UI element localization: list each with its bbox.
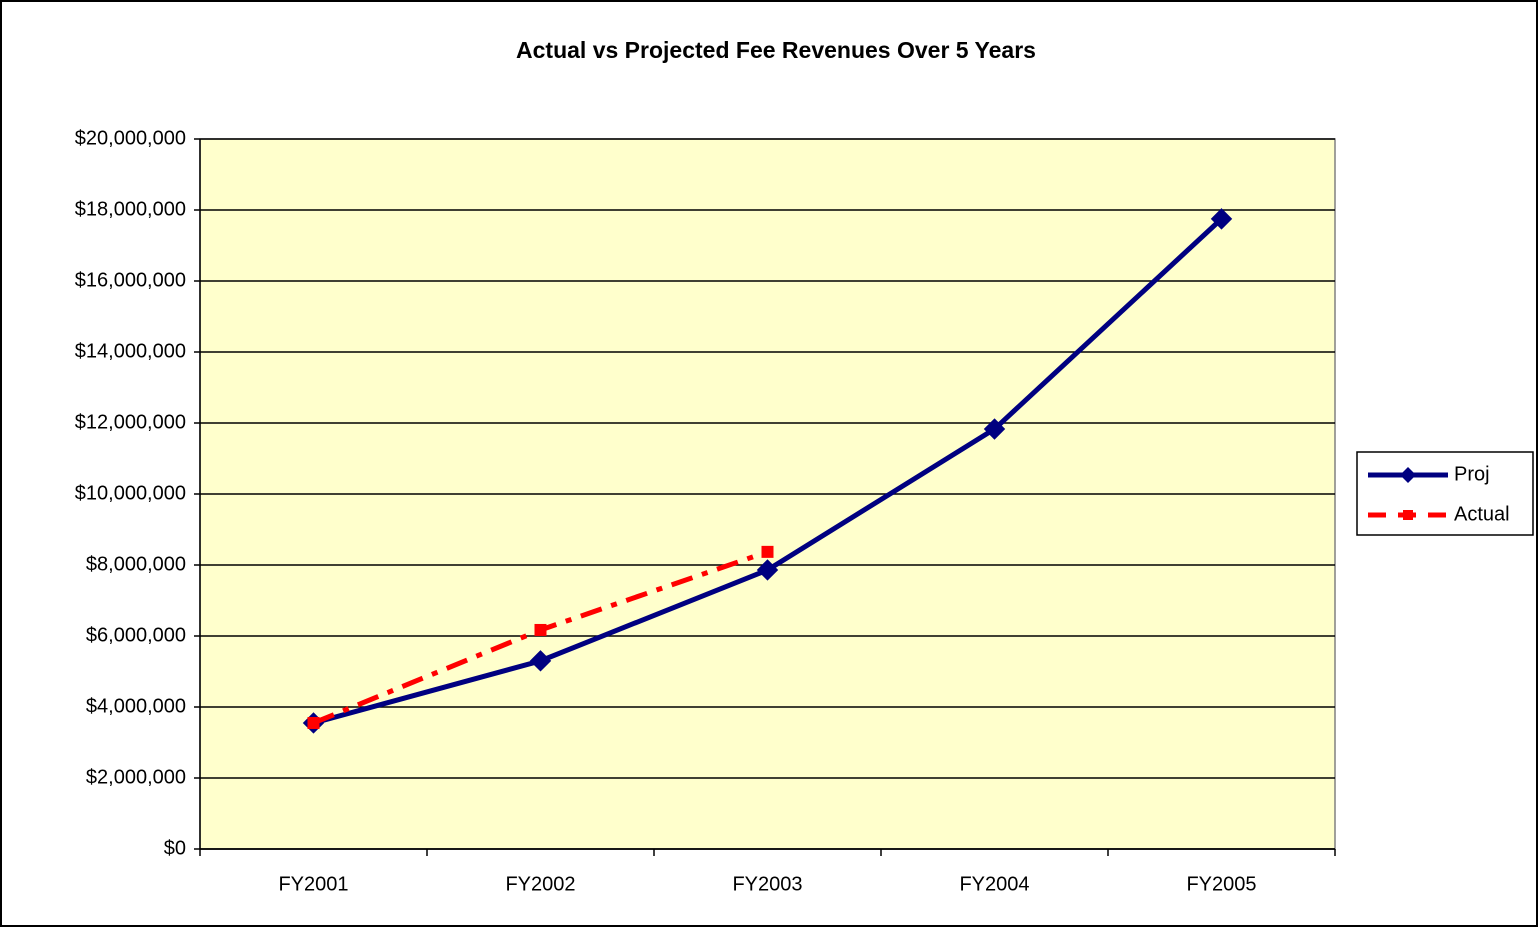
point xyxy=(983,418,1006,440)
legend-marker xyxy=(1400,467,1416,483)
point xyxy=(756,559,779,581)
y-tick-label: $12,000,000 xyxy=(75,411,186,433)
point xyxy=(761,545,774,558)
point xyxy=(529,650,552,672)
y-tick-label: $2,000,000 xyxy=(86,766,186,788)
y-tick-label: $20,000,000 xyxy=(75,127,186,149)
point xyxy=(534,623,547,636)
x-tick-label: FY2001 xyxy=(278,873,348,895)
legend-label: Actual xyxy=(1454,503,1510,525)
legend-box xyxy=(1356,451,1534,536)
legend-label: Proj xyxy=(1454,463,1490,485)
y-tick-label: $14,000,000 xyxy=(75,340,186,362)
y-tick-label: $6,000,000 xyxy=(86,624,186,646)
y-tick-label: $0 xyxy=(164,837,186,859)
y-tick-label: $18,000,000 xyxy=(75,198,186,220)
x-tick-label: FY2004 xyxy=(959,873,1029,895)
y-tick-label: $8,000,000 xyxy=(86,553,186,575)
y-tick-label: $4,000,000 xyxy=(86,695,186,717)
x-tick-label: FY2002 xyxy=(505,873,575,895)
y-tick-label: $16,000,000 xyxy=(75,269,186,291)
x-tick-label: FY2005 xyxy=(1186,873,1256,895)
x-tick-label: FY2003 xyxy=(732,873,802,895)
point xyxy=(1210,208,1233,230)
point xyxy=(307,716,320,729)
legend-marker xyxy=(1403,510,1413,520)
y-tick-label: $10,000,000 xyxy=(75,482,186,504)
chart-title: Actual vs Projected Fee Revenues Over 5 … xyxy=(516,37,1036,63)
